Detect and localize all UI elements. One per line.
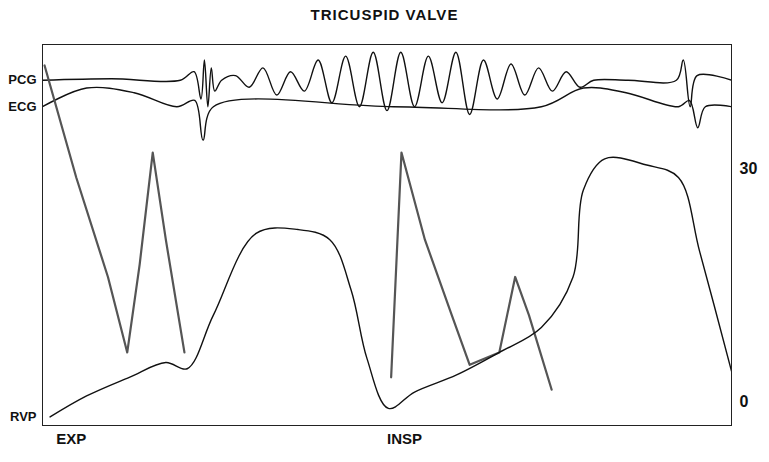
svg-text:0: 0: [740, 393, 749, 410]
svg-text:PCG: PCG: [8, 72, 36, 87]
svg-text:RVP: RVP: [10, 409, 37, 424]
svg-text:30: 30: [740, 160, 758, 177]
svg-text:ECG: ECG: [8, 99, 36, 114]
svg-text:EXP: EXP: [56, 430, 86, 447]
svg-text:INSP: INSP: [387, 430, 422, 447]
html-text:TRICUSPID VALVE: TRICUSPID VALVE: [310, 6, 459, 23]
